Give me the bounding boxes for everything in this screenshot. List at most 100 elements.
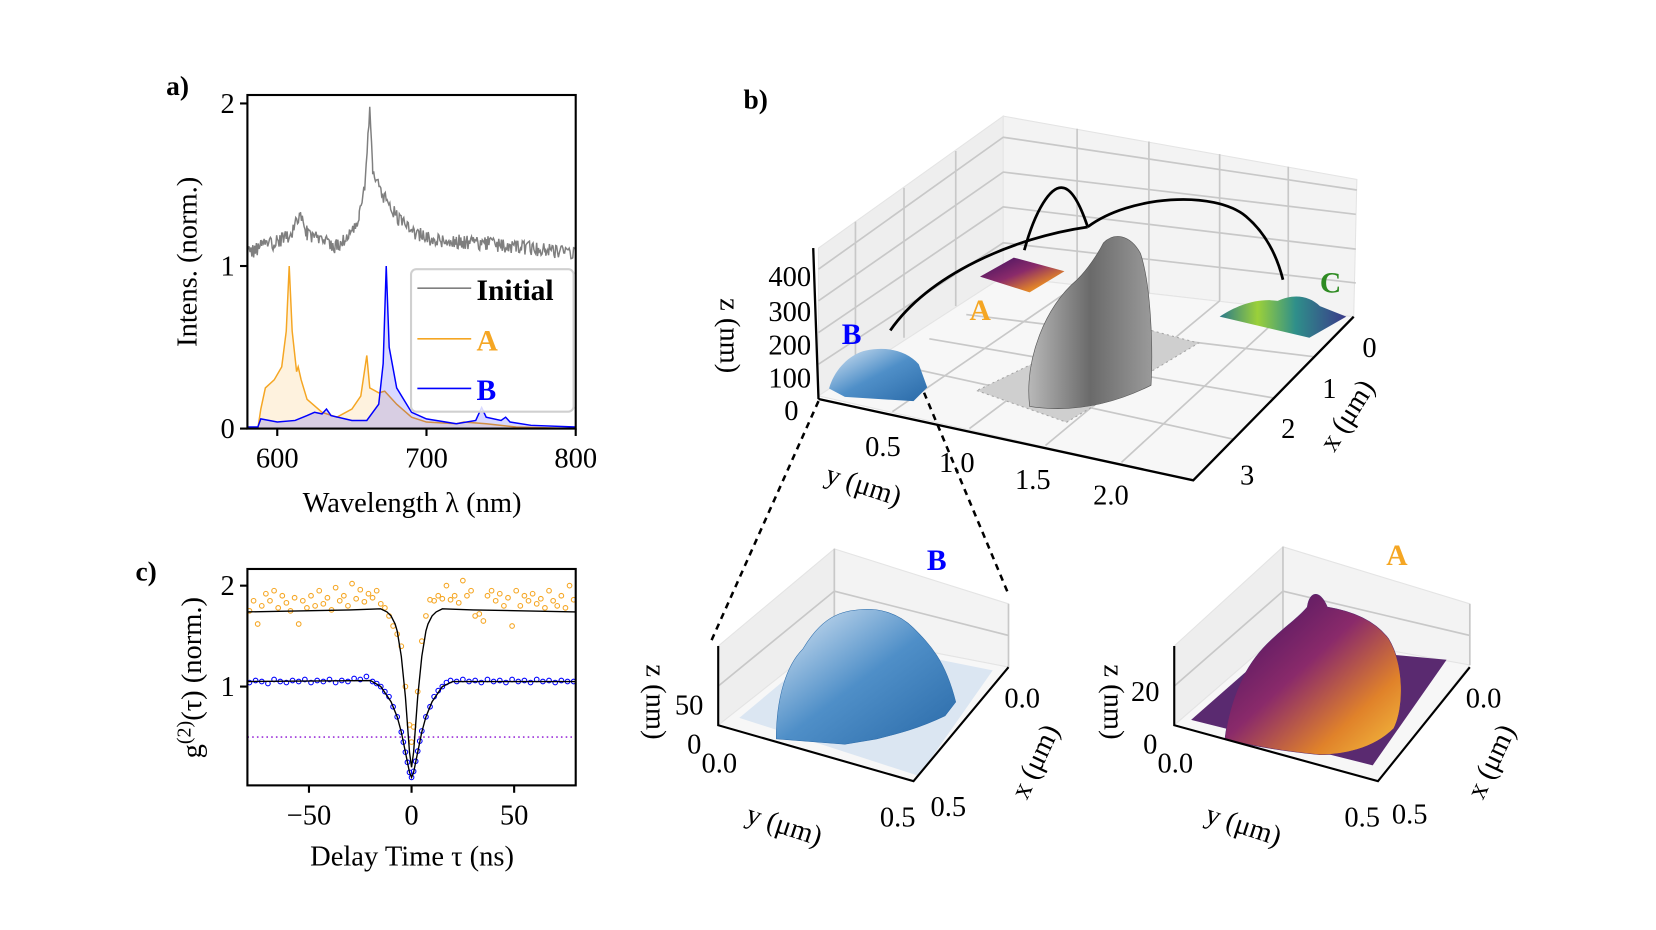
arc-B-to-A <box>889 225 1088 332</box>
data-point-A <box>542 605 548 611</box>
y-tick-label: 1 <box>220 252 234 283</box>
panel-label-a: a) <box>166 71 189 101</box>
z-tick: 200 <box>768 331 811 362</box>
x-tick-label: 600 <box>256 444 299 475</box>
data-point-B <box>377 683 384 690</box>
data-point-B <box>308 679 314 686</box>
z-axis-label: z (nm) <box>639 664 670 739</box>
series-line-B <box>247 265 576 428</box>
data-point-A <box>324 594 331 601</box>
data-point-A <box>496 590 503 597</box>
x-tick: 0.5 <box>931 792 967 823</box>
data-point-A <box>263 590 269 597</box>
data-point-A <box>480 618 487 624</box>
data-point-A <box>460 577 466 584</box>
data-point-A <box>423 613 429 619</box>
zoom-indicator-lines <box>709 392 1010 643</box>
z-ticks: 0 100 200 300 400 <box>768 262 811 427</box>
y-axis-label-b: y (μm) <box>822 459 906 513</box>
data-point-A <box>529 590 536 597</box>
data-point-A <box>525 597 532 604</box>
data-point-A <box>550 597 556 604</box>
data-point-A <box>447 596 454 603</box>
label-rest: (τ) (norm.) <box>177 597 208 721</box>
fit-line-B <box>247 679 576 780</box>
data-point-B <box>503 679 509 686</box>
axis-lines <box>1173 646 1471 783</box>
data-point-A <box>505 594 511 601</box>
y-axis-label: y (μm) <box>1202 799 1286 853</box>
inset-title-A: A <box>1386 540 1408 572</box>
x-tick: 0 <box>1362 333 1376 364</box>
z-tick: 0 <box>1143 730 1157 761</box>
data-point-A <box>537 595 544 602</box>
data-point-B <box>390 703 396 710</box>
data-point-A <box>435 592 442 599</box>
series-fill-A <box>247 266 576 429</box>
z-axis-label-b: z (nm) <box>713 298 744 373</box>
data-point-B <box>546 677 552 684</box>
data-point-A <box>258 602 265 609</box>
data-point-A <box>271 587 277 594</box>
y-tick: 2.0 <box>1093 481 1129 512</box>
x-ticks: 0 1 2 3 <box>1240 333 1377 492</box>
data-point-A <box>464 592 470 599</box>
data-point-B <box>382 688 388 695</box>
3d-overview-plot: B A C 0 100 200 300 400 0.5 1.0 1.5 2.0 … <box>709 115 1381 643</box>
spectrum-plot: 0 1 2 600 700 800 <box>220 89 597 475</box>
legend-initial: Initial <box>476 275 553 307</box>
x-tick-label: 0 <box>404 800 418 831</box>
axis-lines <box>812 248 1355 482</box>
data-point-B <box>357 676 364 683</box>
surface-A <box>1224 594 1402 756</box>
z-tick: 0 <box>784 396 798 427</box>
data-point-A <box>492 597 499 604</box>
data-point-A <box>361 598 368 605</box>
y-tick: 0.5 <box>880 803 916 834</box>
data-point-B <box>252 677 259 684</box>
surface-initial <box>1028 236 1153 409</box>
surface-A-small <box>980 257 1065 293</box>
y-tick: 0.5 <box>1344 803 1380 834</box>
data-point-A <box>254 621 261 627</box>
data-point-B <box>408 774 415 781</box>
series-line-Initial <box>246 106 577 260</box>
data-point-B <box>496 677 503 684</box>
data-point-A <box>353 595 360 602</box>
y-tick: 0.5 <box>865 432 901 463</box>
y-tick-label: 1 <box>220 672 234 703</box>
arc-to-C <box>1086 198 1285 281</box>
data-point-A <box>501 602 507 609</box>
data-point-A <box>308 592 314 599</box>
data-point-A <box>517 602 524 609</box>
data-point-A <box>451 592 458 599</box>
y-tick: 1.5 <box>1015 465 1051 496</box>
data-point-A <box>340 592 347 599</box>
x-tick-label: 50 <box>500 800 529 831</box>
data-point-A <box>291 594 298 601</box>
data-point-A <box>546 587 552 594</box>
y-axis-label: y (μm) <box>742 799 826 853</box>
axes-frame <box>246 93 577 430</box>
data-point-A <box>408 739 415 745</box>
data-point-A <box>373 587 380 594</box>
data-point-A <box>250 597 257 604</box>
x-tick: 0.0 <box>1004 683 1040 714</box>
y-tick-label: 2 <box>220 89 234 120</box>
z-axis-label: z (nm) <box>1098 664 1129 739</box>
data-point-A <box>312 602 318 609</box>
x-axis-label: x (μm) <box>1461 720 1522 804</box>
z-tick: 400 <box>768 262 811 293</box>
data-point-A <box>488 587 495 594</box>
y-tick: 1.0 <box>939 448 975 479</box>
site-label-B: B <box>842 319 862 351</box>
x-tick: 0.0 <box>1466 683 1502 714</box>
panel-label-c: c) <box>136 557 157 587</box>
z-tick: 20 <box>1131 677 1160 708</box>
legend-A: A <box>476 325 498 357</box>
data-point-B <box>326 676 333 683</box>
3d-inset-B: B 0 50 0.0 0.5 0.0 0.5 y (μm) x (μm) z (… <box>639 545 1066 853</box>
data-point-A <box>455 599 462 606</box>
z-tick: 0 <box>687 730 701 761</box>
data-point-A <box>365 590 372 597</box>
